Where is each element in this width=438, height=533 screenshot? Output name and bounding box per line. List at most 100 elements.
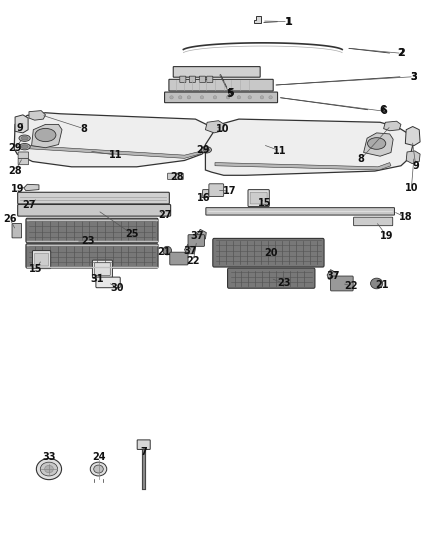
FancyBboxPatch shape xyxy=(228,268,315,288)
Polygon shape xyxy=(32,124,62,148)
FancyBboxPatch shape xyxy=(165,92,278,103)
FancyBboxPatch shape xyxy=(173,67,260,77)
Text: 37: 37 xyxy=(191,231,205,241)
Text: 15: 15 xyxy=(258,198,272,208)
FancyBboxPatch shape xyxy=(353,217,393,225)
Text: 9: 9 xyxy=(16,123,23,133)
Text: 25: 25 xyxy=(125,229,138,239)
Text: 10: 10 xyxy=(216,124,230,134)
Text: 1: 1 xyxy=(286,17,292,27)
Text: 29: 29 xyxy=(8,143,22,154)
FancyBboxPatch shape xyxy=(12,223,21,238)
FancyBboxPatch shape xyxy=(180,76,186,83)
Text: 16: 16 xyxy=(197,192,210,203)
FancyBboxPatch shape xyxy=(207,76,213,83)
Text: 17: 17 xyxy=(223,186,237,196)
Ellipse shape xyxy=(163,246,172,255)
Ellipse shape xyxy=(213,96,217,99)
Polygon shape xyxy=(14,113,215,167)
Text: 18: 18 xyxy=(399,212,412,222)
Text: 24: 24 xyxy=(92,453,105,463)
Text: 11: 11 xyxy=(273,146,287,156)
FancyBboxPatch shape xyxy=(26,244,158,268)
Text: 15: 15 xyxy=(29,264,42,273)
FancyBboxPatch shape xyxy=(32,251,51,269)
Ellipse shape xyxy=(21,136,28,140)
Text: 5: 5 xyxy=(227,87,234,98)
Ellipse shape xyxy=(40,462,58,476)
Ellipse shape xyxy=(371,278,383,289)
FancyBboxPatch shape xyxy=(18,192,170,204)
Text: 19: 19 xyxy=(11,184,24,194)
FancyBboxPatch shape xyxy=(18,205,171,216)
Text: 21: 21 xyxy=(375,279,389,289)
Text: 1: 1 xyxy=(285,17,291,27)
Ellipse shape xyxy=(36,458,62,480)
FancyBboxPatch shape xyxy=(331,276,353,291)
Text: 5: 5 xyxy=(226,89,233,99)
FancyBboxPatch shape xyxy=(206,208,395,215)
FancyBboxPatch shape xyxy=(250,192,267,204)
Ellipse shape xyxy=(45,465,53,473)
Ellipse shape xyxy=(200,96,204,99)
Ellipse shape xyxy=(248,96,251,99)
Text: 33: 33 xyxy=(42,453,56,463)
Text: 3: 3 xyxy=(411,71,417,82)
Ellipse shape xyxy=(94,465,103,473)
Text: 6: 6 xyxy=(380,106,387,116)
Text: 30: 30 xyxy=(110,282,124,293)
Ellipse shape xyxy=(90,462,107,476)
FancyBboxPatch shape xyxy=(137,440,150,449)
Text: 22: 22 xyxy=(187,256,200,266)
Polygon shape xyxy=(215,163,391,170)
FancyBboxPatch shape xyxy=(199,76,205,83)
Ellipse shape xyxy=(170,96,173,99)
FancyBboxPatch shape xyxy=(209,184,224,197)
FancyBboxPatch shape xyxy=(95,263,110,276)
FancyBboxPatch shape xyxy=(170,252,188,265)
Text: 28: 28 xyxy=(8,166,22,176)
Text: 2: 2 xyxy=(399,49,405,58)
Ellipse shape xyxy=(19,143,30,150)
Text: 22: 22 xyxy=(344,280,358,290)
Polygon shape xyxy=(384,121,401,131)
FancyBboxPatch shape xyxy=(96,277,120,288)
Text: 29: 29 xyxy=(196,145,209,155)
Ellipse shape xyxy=(237,96,240,99)
Polygon shape xyxy=(24,184,39,191)
Ellipse shape xyxy=(269,96,272,99)
Text: 11: 11 xyxy=(109,150,123,160)
Text: 3: 3 xyxy=(411,71,417,82)
Polygon shape xyxy=(327,270,337,279)
FancyBboxPatch shape xyxy=(18,158,28,165)
Ellipse shape xyxy=(187,96,191,99)
Polygon shape xyxy=(254,16,261,22)
Polygon shape xyxy=(205,120,225,133)
FancyBboxPatch shape xyxy=(92,260,113,278)
Polygon shape xyxy=(205,119,413,175)
Ellipse shape xyxy=(367,138,386,149)
Text: 7: 7 xyxy=(140,447,147,457)
Polygon shape xyxy=(197,229,206,239)
Text: 27: 27 xyxy=(22,200,36,210)
FancyBboxPatch shape xyxy=(189,76,195,83)
Text: 27: 27 xyxy=(158,210,172,220)
Polygon shape xyxy=(202,190,209,198)
Text: 37: 37 xyxy=(326,271,340,281)
Text: 31: 31 xyxy=(90,273,103,284)
Ellipse shape xyxy=(203,148,209,152)
Text: 23: 23 xyxy=(81,236,95,246)
Polygon shape xyxy=(406,151,420,164)
FancyBboxPatch shape xyxy=(26,218,158,243)
Ellipse shape xyxy=(226,96,230,99)
Text: 2: 2 xyxy=(398,49,404,58)
Text: 26: 26 xyxy=(3,214,17,224)
Polygon shape xyxy=(15,115,28,133)
Text: 8: 8 xyxy=(80,124,87,134)
FancyBboxPatch shape xyxy=(213,238,324,267)
Ellipse shape xyxy=(35,128,56,142)
Text: 8: 8 xyxy=(357,155,364,164)
Text: 10: 10 xyxy=(405,183,418,193)
Ellipse shape xyxy=(178,96,182,99)
Text: 21: 21 xyxy=(157,247,170,257)
